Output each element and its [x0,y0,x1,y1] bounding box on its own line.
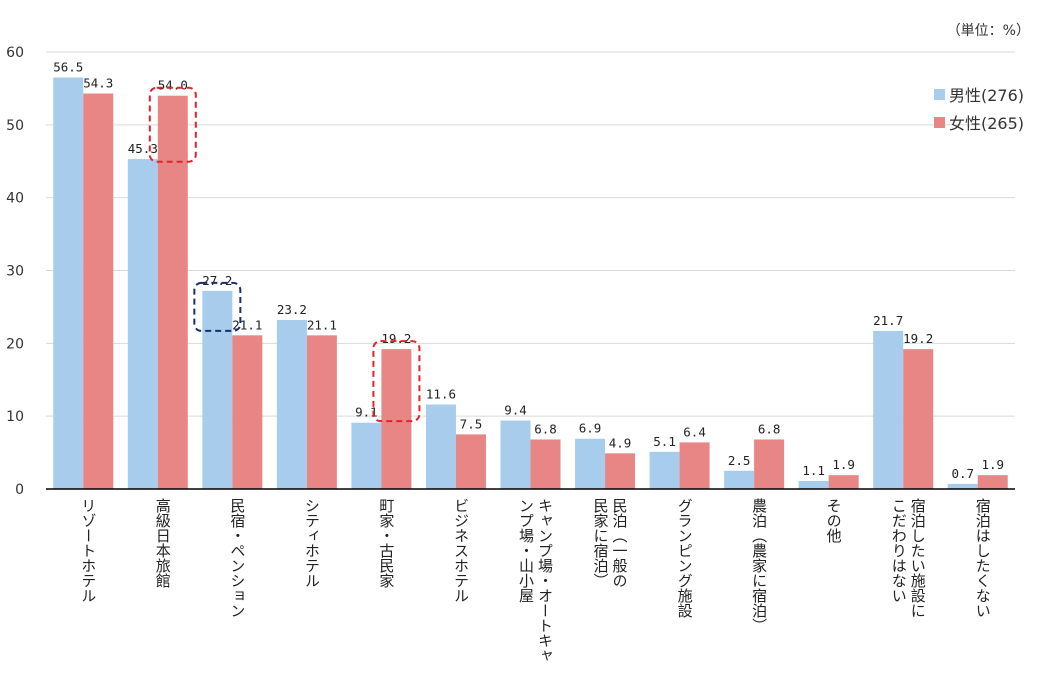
data-label: 27.2 [202,273,232,288]
category-label: 民宿・ペンション [228,498,246,618]
bar-female [306,335,337,489]
y-tick-label: 30 [6,264,24,280]
bar-female [455,434,486,489]
highlight-box [193,281,242,332]
legend-swatch-male [934,88,945,100]
data-label: 1.9 [832,457,855,472]
bar-female [977,475,1008,489]
bar-male [873,330,904,489]
bar-female [83,93,114,489]
data-label: 1.1 [802,463,825,478]
y-tick-label: 40 [6,191,24,207]
data-label: 19.2 [903,331,933,346]
bar-male [425,404,456,489]
legend-label-female: 女性(265) [949,114,1025,133]
bar-male [351,422,382,489]
data-label: 6.8 [758,421,781,436]
bar-male [798,480,829,489]
category-label: 民家に宿泊） [592,498,610,588]
data-label: 9.4 [504,403,527,418]
category-label: リゾートホテル [79,498,97,603]
bar-male [649,451,680,489]
data-label: 4.9 [609,435,632,450]
data-label: 6.8 [534,421,557,436]
bar-female [679,442,710,489]
y-tick-label: 60 [6,45,24,61]
category-label: こだわりはない [890,498,908,603]
data-label: 21.1 [307,317,337,332]
category-label: 宿泊したい施設に [909,498,927,618]
highlight-box [148,86,197,163]
y-tick-label: 10 [6,409,24,425]
data-label: 19.2 [381,331,411,346]
data-label: 6.4 [683,424,706,439]
data-label: 23.2 [277,302,307,317]
category-label: ビジネスホテル [452,498,470,603]
category-label: 民泊（一般の [611,498,629,588]
data-label: 1.9 [981,457,1004,472]
category-label: ンプ場・山小屋 [517,498,535,603]
bar-male [276,320,307,489]
bar-female [381,349,412,489]
data-label: 9.1 [355,405,378,420]
data-label: 54.0 [158,78,188,93]
bar-male [202,290,233,489]
bar-male [53,77,84,489]
legend-item-male: 男性(276) [934,80,1024,108]
category-label: その他 [825,498,843,544]
data-label: 45.3 [128,141,158,156]
highlight-box [372,340,421,423]
data-label: 2.5 [728,453,751,468]
data-label: 56.5 [53,59,83,74]
data-label: 54.3 [83,76,113,91]
unit-label: （単位：%） [946,23,1030,39]
bar-male [127,159,158,489]
category-label: 農泊（農家に宿泊） [750,498,768,633]
category-label: キャンプ場・オートキャ [536,498,554,663]
bar-female [828,475,859,489]
legend-item-female: 女性(265) [934,108,1024,136]
data-label: 7.5 [460,416,483,431]
category-label: 宿泊はしたくない [974,498,992,618]
category-label: グランピング施設 [676,498,694,618]
bar-female [903,349,934,489]
bar-male [575,438,606,489]
bar-male [724,470,755,489]
bar-female [754,439,785,489]
bar-female [605,453,636,489]
category-label: シティホテル [303,498,321,588]
data-label: 21.7 [873,313,903,328]
bar-male [947,483,978,489]
bar-female [232,335,263,489]
data-label: 11.6 [426,387,456,402]
category-label: 町家・古民家 [377,498,395,588]
y-tick-label: 0 [15,482,24,498]
y-tick-label: 20 [6,336,24,352]
bar-female [157,95,188,489]
data-label: 5.1 [653,434,676,449]
category-label: 高級日本旅館 [154,498,172,588]
y-tick-label: 50 [6,118,24,134]
data-label: 0.7 [951,466,974,481]
bar-female [530,439,561,489]
legend: 男性(276) 女性(265) [934,80,1024,136]
legend-label-male: 男性(276) [949,86,1025,105]
bar-male [500,420,531,489]
legend-swatch-female [934,116,945,128]
data-label: 6.9 [579,421,602,436]
